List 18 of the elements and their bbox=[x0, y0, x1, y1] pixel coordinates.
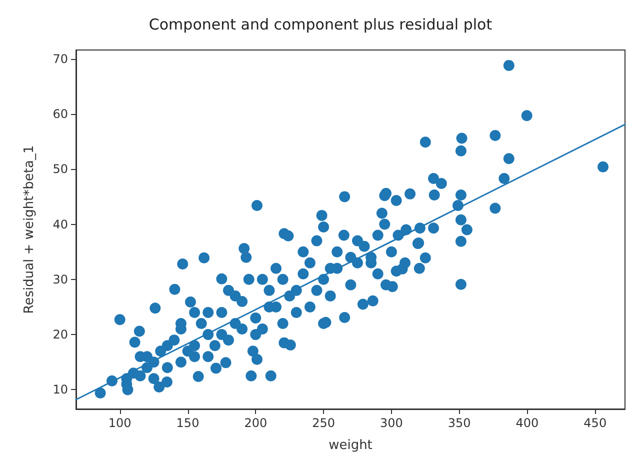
chart-title: Component and component plus residual plot bbox=[148, 16, 492, 34]
x-tick-label: 350 bbox=[448, 416, 471, 430]
x-axis-title: weight bbox=[328, 438, 372, 453]
y-axis-title: Residual + weight*beta_1 bbox=[22, 145, 37, 314]
y-tick-label: 10 bbox=[52, 382, 68, 397]
y-tick-label: 50 bbox=[52, 162, 68, 176]
x-tick-label: 400 bbox=[516, 416, 539, 430]
y-tick-label: 40 bbox=[52, 217, 68, 232]
y-tick-label: 20 bbox=[52, 328, 68, 342]
y-tick-label: 70 bbox=[52, 52, 68, 66]
x-tick-label: 100 bbox=[108, 416, 132, 430]
x-tick-label: 450 bbox=[584, 416, 607, 430]
y-tick-label: 60 bbox=[52, 106, 68, 121]
x-tick-label: 200 bbox=[244, 416, 268, 430]
x-tick-label: 150 bbox=[176, 416, 200, 430]
y-tick-label: 30 bbox=[52, 272, 68, 286]
x-tick-label: 300 bbox=[380, 416, 403, 430]
x-tick-label: 250 bbox=[312, 416, 335, 430]
